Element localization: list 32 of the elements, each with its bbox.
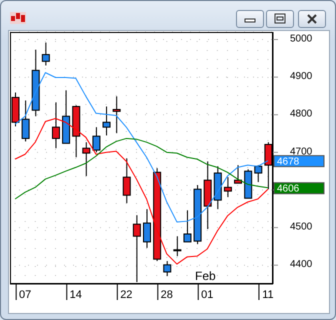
x-tick-label: 11 — [262, 289, 274, 301]
x-tick-label: 28 — [160, 289, 173, 301]
candlestick — [102, 106, 111, 136]
candlestick — [122, 158, 131, 204]
candlestick — [254, 164, 262, 183]
candlestick — [173, 236, 182, 257]
x-tick-label: 01 — [201, 289, 214, 301]
candlestick — [112, 96, 121, 134]
y-tick-label: 4400 — [290, 259, 313, 270]
y-tick-label: 4700 — [290, 146, 313, 158]
candlestick — [52, 102, 60, 149]
x-tick-label: 07 — [19, 289, 32, 301]
candlestick — [82, 142, 90, 177]
candlestick — [224, 176, 232, 198]
line-series — [14, 138, 268, 200]
candlestick — [234, 164, 242, 184]
x-tick-label: 22 — [120, 289, 132, 301]
line-series — [14, 118, 268, 265]
candlestick — [92, 126, 100, 153]
data-label: 4606 — [277, 184, 300, 195]
data-label: 4678 — [277, 156, 300, 168]
y-tick-label: 4800 — [290, 108, 313, 120]
candlestick — [42, 42, 50, 66]
candlestick — [183, 210, 192, 242]
x-tick-label: 14 — [70, 289, 82, 301]
annotation: Feb — [195, 269, 216, 283]
candlestick — [143, 208, 151, 248]
candlestick — [163, 260, 172, 277]
candlestick — [22, 100, 30, 142]
y-tick-label: 4500 — [290, 222, 313, 233]
y-tick-label: 4900 — [290, 71, 313, 82]
y-tick-label: 5000 — [290, 34, 313, 45]
